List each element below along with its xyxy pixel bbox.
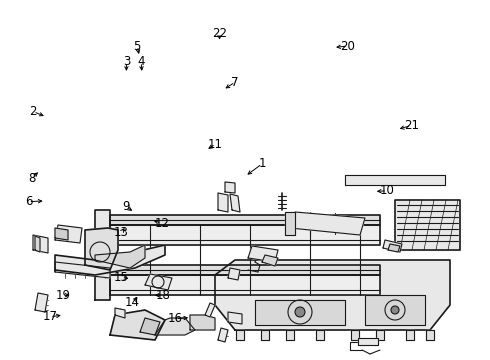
Polygon shape (218, 328, 228, 342)
Polygon shape (218, 193, 228, 212)
Text: 10: 10 (380, 184, 394, 197)
Text: 16: 16 (168, 312, 183, 325)
Polygon shape (286, 330, 294, 340)
Polygon shape (35, 293, 48, 312)
Polygon shape (345, 175, 445, 185)
Polygon shape (426, 330, 434, 340)
Polygon shape (228, 312, 242, 324)
Text: 20: 20 (341, 40, 355, 53)
Polygon shape (376, 330, 384, 340)
Polygon shape (55, 228, 68, 240)
Text: 22: 22 (212, 27, 227, 40)
Text: 9: 9 (122, 201, 130, 213)
Polygon shape (255, 300, 345, 325)
Polygon shape (155, 318, 195, 335)
Polygon shape (388, 244, 400, 252)
Text: 11: 11 (208, 138, 223, 150)
Text: 18: 18 (155, 289, 170, 302)
Text: 4: 4 (137, 55, 145, 68)
Polygon shape (290, 212, 365, 235)
Polygon shape (110, 265, 380, 275)
Text: 6: 6 (24, 195, 32, 208)
Polygon shape (406, 330, 414, 340)
Polygon shape (110, 215, 380, 225)
Polygon shape (33, 235, 48, 253)
Text: 3: 3 (122, 55, 130, 68)
Polygon shape (316, 330, 324, 340)
Polygon shape (190, 315, 215, 330)
Polygon shape (261, 330, 269, 340)
Polygon shape (55, 262, 110, 278)
Polygon shape (140, 318, 160, 335)
Text: 7: 7 (231, 76, 239, 89)
Text: 5: 5 (133, 40, 141, 53)
Text: 2: 2 (29, 105, 37, 118)
Polygon shape (205, 303, 215, 317)
Text: 17: 17 (43, 310, 57, 323)
Polygon shape (145, 274, 172, 290)
Polygon shape (228, 268, 240, 280)
Polygon shape (35, 236, 40, 252)
Polygon shape (55, 225, 82, 243)
Polygon shape (110, 310, 165, 340)
Polygon shape (95, 245, 145, 268)
Text: 12: 12 (154, 217, 169, 230)
Text: 13: 13 (114, 226, 129, 239)
Polygon shape (236, 330, 244, 340)
Polygon shape (395, 200, 460, 250)
Text: 1: 1 (258, 157, 266, 170)
Circle shape (295, 307, 305, 317)
Circle shape (391, 306, 399, 314)
Polygon shape (383, 240, 402, 252)
Polygon shape (110, 225, 380, 245)
Polygon shape (262, 255, 278, 266)
Polygon shape (285, 212, 295, 235)
Polygon shape (358, 338, 378, 345)
Polygon shape (95, 210, 110, 300)
Polygon shape (365, 295, 425, 325)
Polygon shape (351, 330, 359, 340)
Polygon shape (215, 260, 450, 330)
Polygon shape (110, 275, 380, 295)
Text: 14: 14 (125, 296, 140, 309)
Text: 8: 8 (28, 172, 36, 185)
Text: 19: 19 (55, 289, 70, 302)
Text: 15: 15 (114, 271, 129, 284)
Polygon shape (115, 308, 125, 318)
Polygon shape (248, 246, 278, 262)
Polygon shape (225, 182, 235, 193)
Polygon shape (230, 194, 240, 212)
Text: 21: 21 (404, 119, 419, 132)
Polygon shape (85, 228, 118, 270)
Polygon shape (55, 245, 165, 275)
